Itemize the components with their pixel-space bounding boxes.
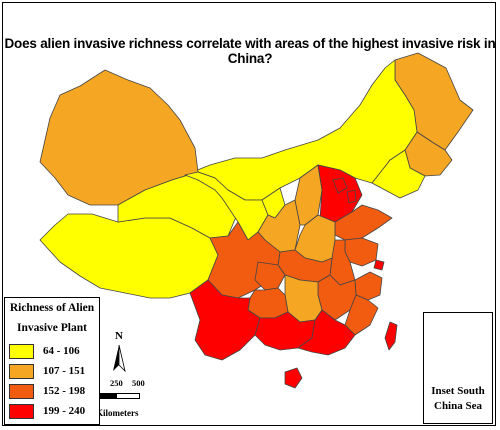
region-shanghai xyxy=(373,259,385,271)
map-frame xyxy=(2,2,496,426)
north-arrow-icon xyxy=(113,344,126,373)
legend-label: 152 - 198 xyxy=(43,385,86,397)
region-shanxi xyxy=(294,164,323,226)
region-hainan xyxy=(284,367,303,389)
inset-label-line1: Inset South xyxy=(431,385,485,397)
region-beijing xyxy=(332,177,348,194)
legend-label: 107 - 151 xyxy=(43,365,86,377)
legend-title-line1: Richness of Alien xyxy=(9,302,95,314)
legend-title-line2: Invasive Plant xyxy=(17,322,87,334)
inset-label-line2: China Sea xyxy=(434,400,482,412)
region-shandong xyxy=(334,204,393,241)
scale-segment-white xyxy=(116,393,140,399)
inset-label: Inset South China Sea xyxy=(426,384,490,414)
scale-unit-label: Kilometers xyxy=(96,408,139,418)
scale-tick-500: 500 xyxy=(132,378,145,388)
inset-frame xyxy=(423,312,493,424)
legend-swatch xyxy=(9,344,34,359)
scale-tick-250: 250 xyxy=(110,378,123,388)
region-guangdong xyxy=(297,309,356,356)
map-title: Does alien invasive richness correlate w… xyxy=(4,36,496,66)
north-label: N xyxy=(115,330,123,342)
legend-label: 199 - 240 xyxy=(43,405,86,417)
region-qinghai xyxy=(117,171,239,239)
region-tianjin xyxy=(346,189,357,204)
legend-label: 64 - 106 xyxy=(43,345,80,357)
legend-swatch xyxy=(9,364,34,379)
legend-swatch xyxy=(9,404,34,419)
scale-segment-black xyxy=(97,393,117,399)
legend-box: Richness of Alien Invasive Plant 64 - 10… xyxy=(4,297,100,425)
legend-swatch xyxy=(9,384,34,399)
region-zhejiang xyxy=(354,271,383,301)
region-taiwan xyxy=(384,321,398,351)
region-guizhou xyxy=(247,287,289,319)
